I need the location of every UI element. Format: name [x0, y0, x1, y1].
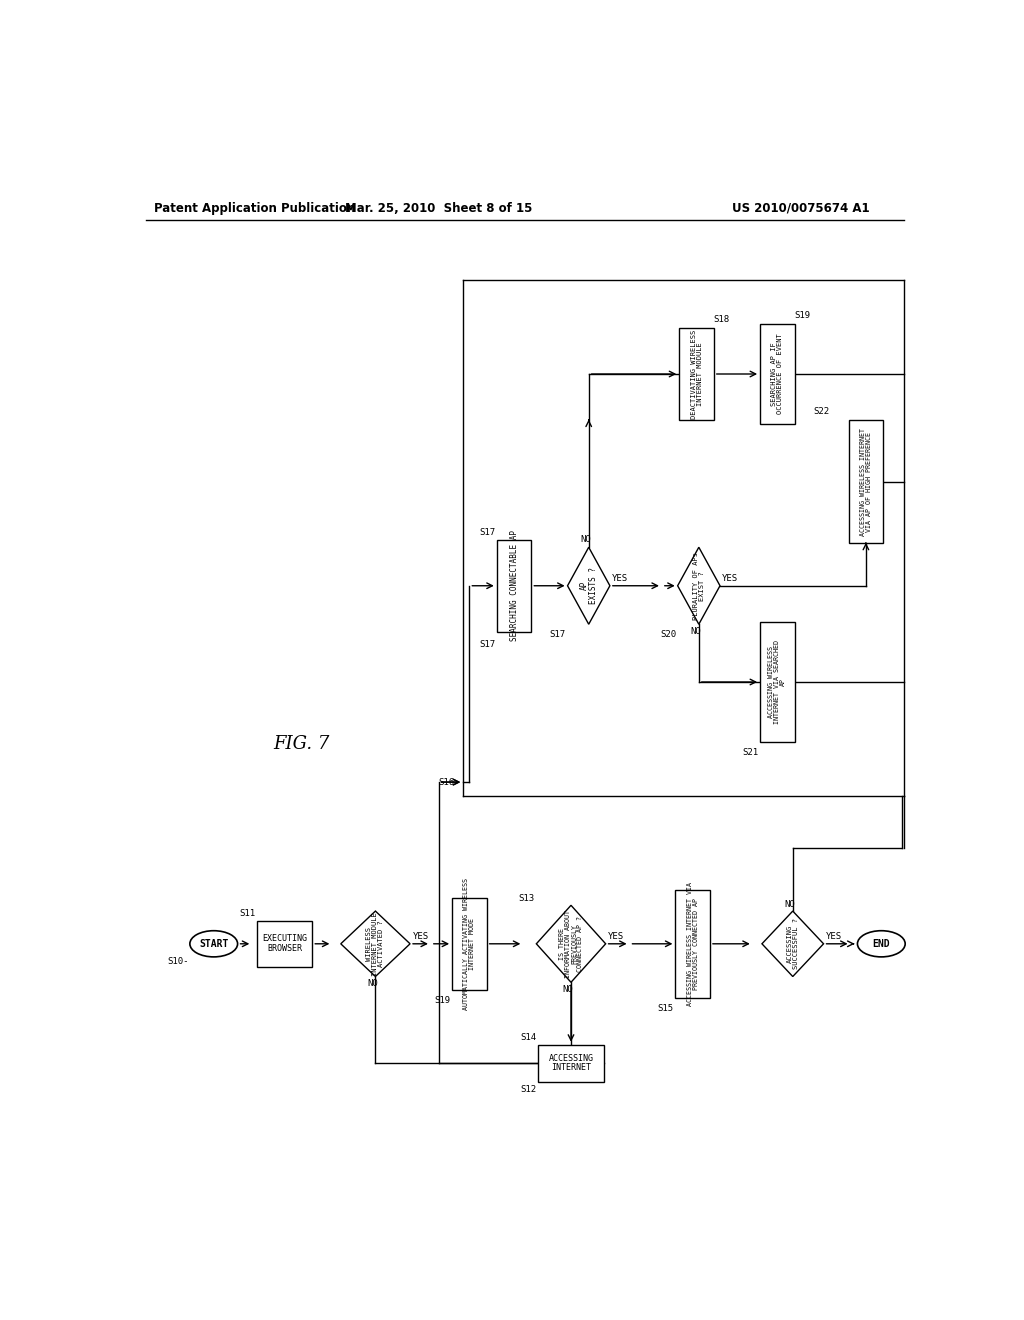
Text: ACCESSING
SUCCESSFUL ?: ACCESSING SUCCESSFUL ? [786, 919, 799, 969]
Text: ACCESSING WIRELESS INTERNET VIA
PREVIOUSLY CONNECTED AP: ACCESSING WIRELESS INTERNET VIA PREVIOUS… [687, 882, 698, 1006]
Text: YES: YES [722, 574, 738, 582]
Text: S17: S17 [479, 640, 496, 648]
Text: S15: S15 [657, 1003, 674, 1012]
Text: S21: S21 [742, 748, 759, 756]
FancyBboxPatch shape [257, 921, 312, 966]
Text: S13: S13 [519, 894, 535, 903]
Text: DEACTIVATING WIRELESS
INTERNET MODULE: DEACTIVATING WIRELESS INTERNET MODULE [690, 330, 702, 418]
Text: S17: S17 [479, 528, 496, 537]
Text: PLURALITY OF APs
EXIST ?: PLURALITY OF APs EXIST ? [693, 552, 705, 620]
Text: FIG. 7: FIG. 7 [273, 735, 330, 752]
Text: AP
EXISTS ?: AP EXISTS ? [580, 568, 598, 605]
FancyBboxPatch shape [539, 1044, 604, 1081]
Text: YES: YES [608, 932, 624, 941]
Text: SEARCHING AP IF
OCCURRENCE OF EVENT: SEARCHING AP IF OCCURRENCE OF EVENT [771, 334, 783, 414]
Text: AUTOMATICALLY ACTIVATING WIRELESS
INTERNET MODE: AUTOMATICALLY ACTIVATING WIRELESS INTERN… [463, 878, 475, 1010]
Text: S17: S17 [550, 631, 566, 639]
Text: START: START [199, 939, 228, 949]
Text: Patent Application Publication: Patent Application Publication [154, 202, 355, 215]
Text: NO: NO [367, 979, 378, 987]
Text: S16-: S16- [438, 777, 460, 787]
Text: EXECUTING
BROWSER: EXECUTING BROWSER [262, 935, 307, 953]
FancyBboxPatch shape [679, 327, 714, 420]
Text: IS THERE
INFORMATION ABOUT
PREVIOUSLY
CONNECTED AP ?: IS THERE INFORMATION ABOUT PREVIOUSLY CO… [559, 909, 583, 978]
Text: ACCESSING
INTERNET: ACCESSING INTERNET [549, 1053, 594, 1072]
Text: S10-: S10- [168, 957, 189, 966]
Text: S22: S22 [813, 408, 829, 416]
FancyBboxPatch shape [452, 898, 486, 990]
FancyBboxPatch shape [760, 622, 795, 742]
Text: YES: YES [826, 932, 842, 941]
Text: US 2010/0075674 A1: US 2010/0075674 A1 [731, 202, 869, 215]
Text: WIRELESS
INTERNET MODULE
ACTIVATED ?: WIRELESS INTERNET MODULE ACTIVATED ? [367, 912, 384, 975]
Ellipse shape [189, 931, 238, 957]
FancyBboxPatch shape [676, 890, 710, 998]
Text: S18: S18 [713, 315, 729, 323]
Polygon shape [537, 906, 605, 982]
Polygon shape [567, 548, 610, 624]
Text: ACCESSING WIRELESS
INTERNET VIA SEARCHED
AP: ACCESSING WIRELESS INTERNET VIA SEARCHED… [768, 640, 786, 723]
Text: YES: YES [413, 932, 428, 941]
Text: NO: NO [562, 985, 573, 994]
Text: YES: YES [612, 574, 629, 582]
FancyBboxPatch shape [760, 323, 795, 424]
Ellipse shape [857, 931, 905, 957]
Text: NO: NO [581, 535, 591, 544]
Text: END: END [872, 939, 890, 949]
Polygon shape [678, 548, 720, 624]
FancyBboxPatch shape [849, 420, 884, 544]
Text: S14: S14 [520, 1034, 537, 1043]
Text: S19: S19 [434, 997, 451, 1005]
Text: NO: NO [690, 627, 701, 635]
Text: S11: S11 [240, 909, 255, 919]
Text: ACCESSING WIRELESS INTERNET
VIA AP OF HIGH PREFERENCE: ACCESSING WIRELESS INTERNET VIA AP OF HI… [860, 428, 871, 536]
FancyBboxPatch shape [497, 540, 531, 632]
Text: SEARCHING CONNECTABLE AP: SEARCHING CONNECTABLE AP [510, 531, 518, 642]
Text: S19: S19 [794, 312, 810, 321]
Text: NO: NO [784, 900, 795, 908]
Polygon shape [341, 911, 410, 977]
Polygon shape [762, 911, 823, 977]
Text: S20: S20 [660, 631, 676, 639]
Text: S12: S12 [520, 1085, 537, 1094]
Text: Mar. 25, 2010  Sheet 8 of 15: Mar. 25, 2010 Sheet 8 of 15 [345, 202, 532, 215]
